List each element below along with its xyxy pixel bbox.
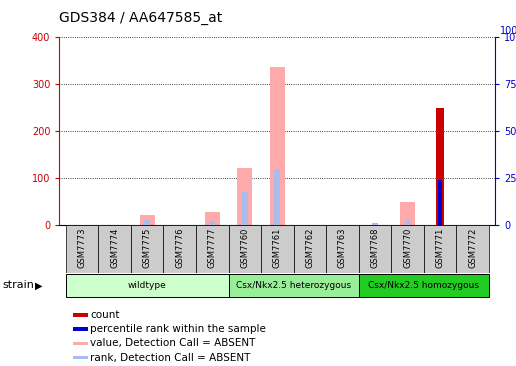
Text: GSM7768: GSM7768 (370, 227, 379, 268)
Text: GSM7762: GSM7762 (305, 227, 314, 268)
Bar (359, 225, 391, 273)
Bar (372, 223, 378, 225)
Bar (209, 221, 215, 225)
Text: strain: strain (3, 280, 35, 291)
Text: ▶: ▶ (35, 280, 43, 291)
Bar (359, 274, 489, 297)
Bar (391, 225, 424, 273)
Bar (437, 108, 444, 225)
Bar (400, 202, 415, 225)
Text: GSM7761: GSM7761 (273, 227, 282, 268)
Text: GSM7774: GSM7774 (110, 227, 119, 268)
Bar (326, 225, 359, 273)
Bar (405, 220, 410, 225)
Bar (438, 180, 442, 225)
Bar (73, 342, 88, 345)
Bar (237, 168, 252, 225)
Text: GSM7773: GSM7773 (77, 227, 87, 268)
Text: Csx/Nkx2.5 homozygous: Csx/Nkx2.5 homozygous (368, 281, 479, 290)
Text: rank, Detection Call = ABSENT: rank, Detection Call = ABSENT (90, 353, 251, 363)
Bar (73, 313, 88, 317)
Text: GSM7763: GSM7763 (338, 227, 347, 268)
Bar (456, 225, 489, 273)
Bar (205, 212, 220, 225)
Text: count: count (90, 310, 120, 320)
Bar (242, 192, 248, 225)
Text: GSM7775: GSM7775 (143, 227, 152, 268)
Bar (140, 215, 154, 225)
Bar (66, 225, 99, 273)
Text: GSM7760: GSM7760 (240, 227, 249, 268)
Bar (275, 168, 280, 225)
Text: GSM7776: GSM7776 (175, 227, 184, 268)
Bar (229, 225, 261, 273)
Bar (131, 225, 164, 273)
Bar (196, 225, 229, 273)
Bar (164, 225, 196, 273)
Bar (261, 225, 294, 273)
Bar (424, 225, 456, 273)
Bar (144, 220, 150, 225)
Text: GSM7777: GSM7777 (208, 227, 217, 268)
Bar (73, 328, 88, 331)
Text: Csx/Nkx2.5 heterozygous: Csx/Nkx2.5 heterozygous (236, 281, 351, 290)
Bar (270, 67, 285, 225)
Text: value, Detection Call = ABSENT: value, Detection Call = ABSENT (90, 339, 256, 348)
Text: GSM7771: GSM7771 (436, 227, 445, 268)
Text: GDS384 / AA647585_at: GDS384 / AA647585_at (59, 11, 222, 25)
Text: percentile rank within the sample: percentile rank within the sample (90, 324, 266, 334)
Bar (66, 274, 229, 297)
Bar (294, 225, 326, 273)
Bar (99, 225, 131, 273)
Text: wildtype: wildtype (128, 281, 167, 290)
Text: 100%: 100% (499, 26, 516, 36)
Bar (73, 356, 88, 359)
Bar (229, 274, 359, 297)
Text: GSM7772: GSM7772 (468, 227, 477, 268)
Text: GSM7770: GSM7770 (403, 227, 412, 268)
